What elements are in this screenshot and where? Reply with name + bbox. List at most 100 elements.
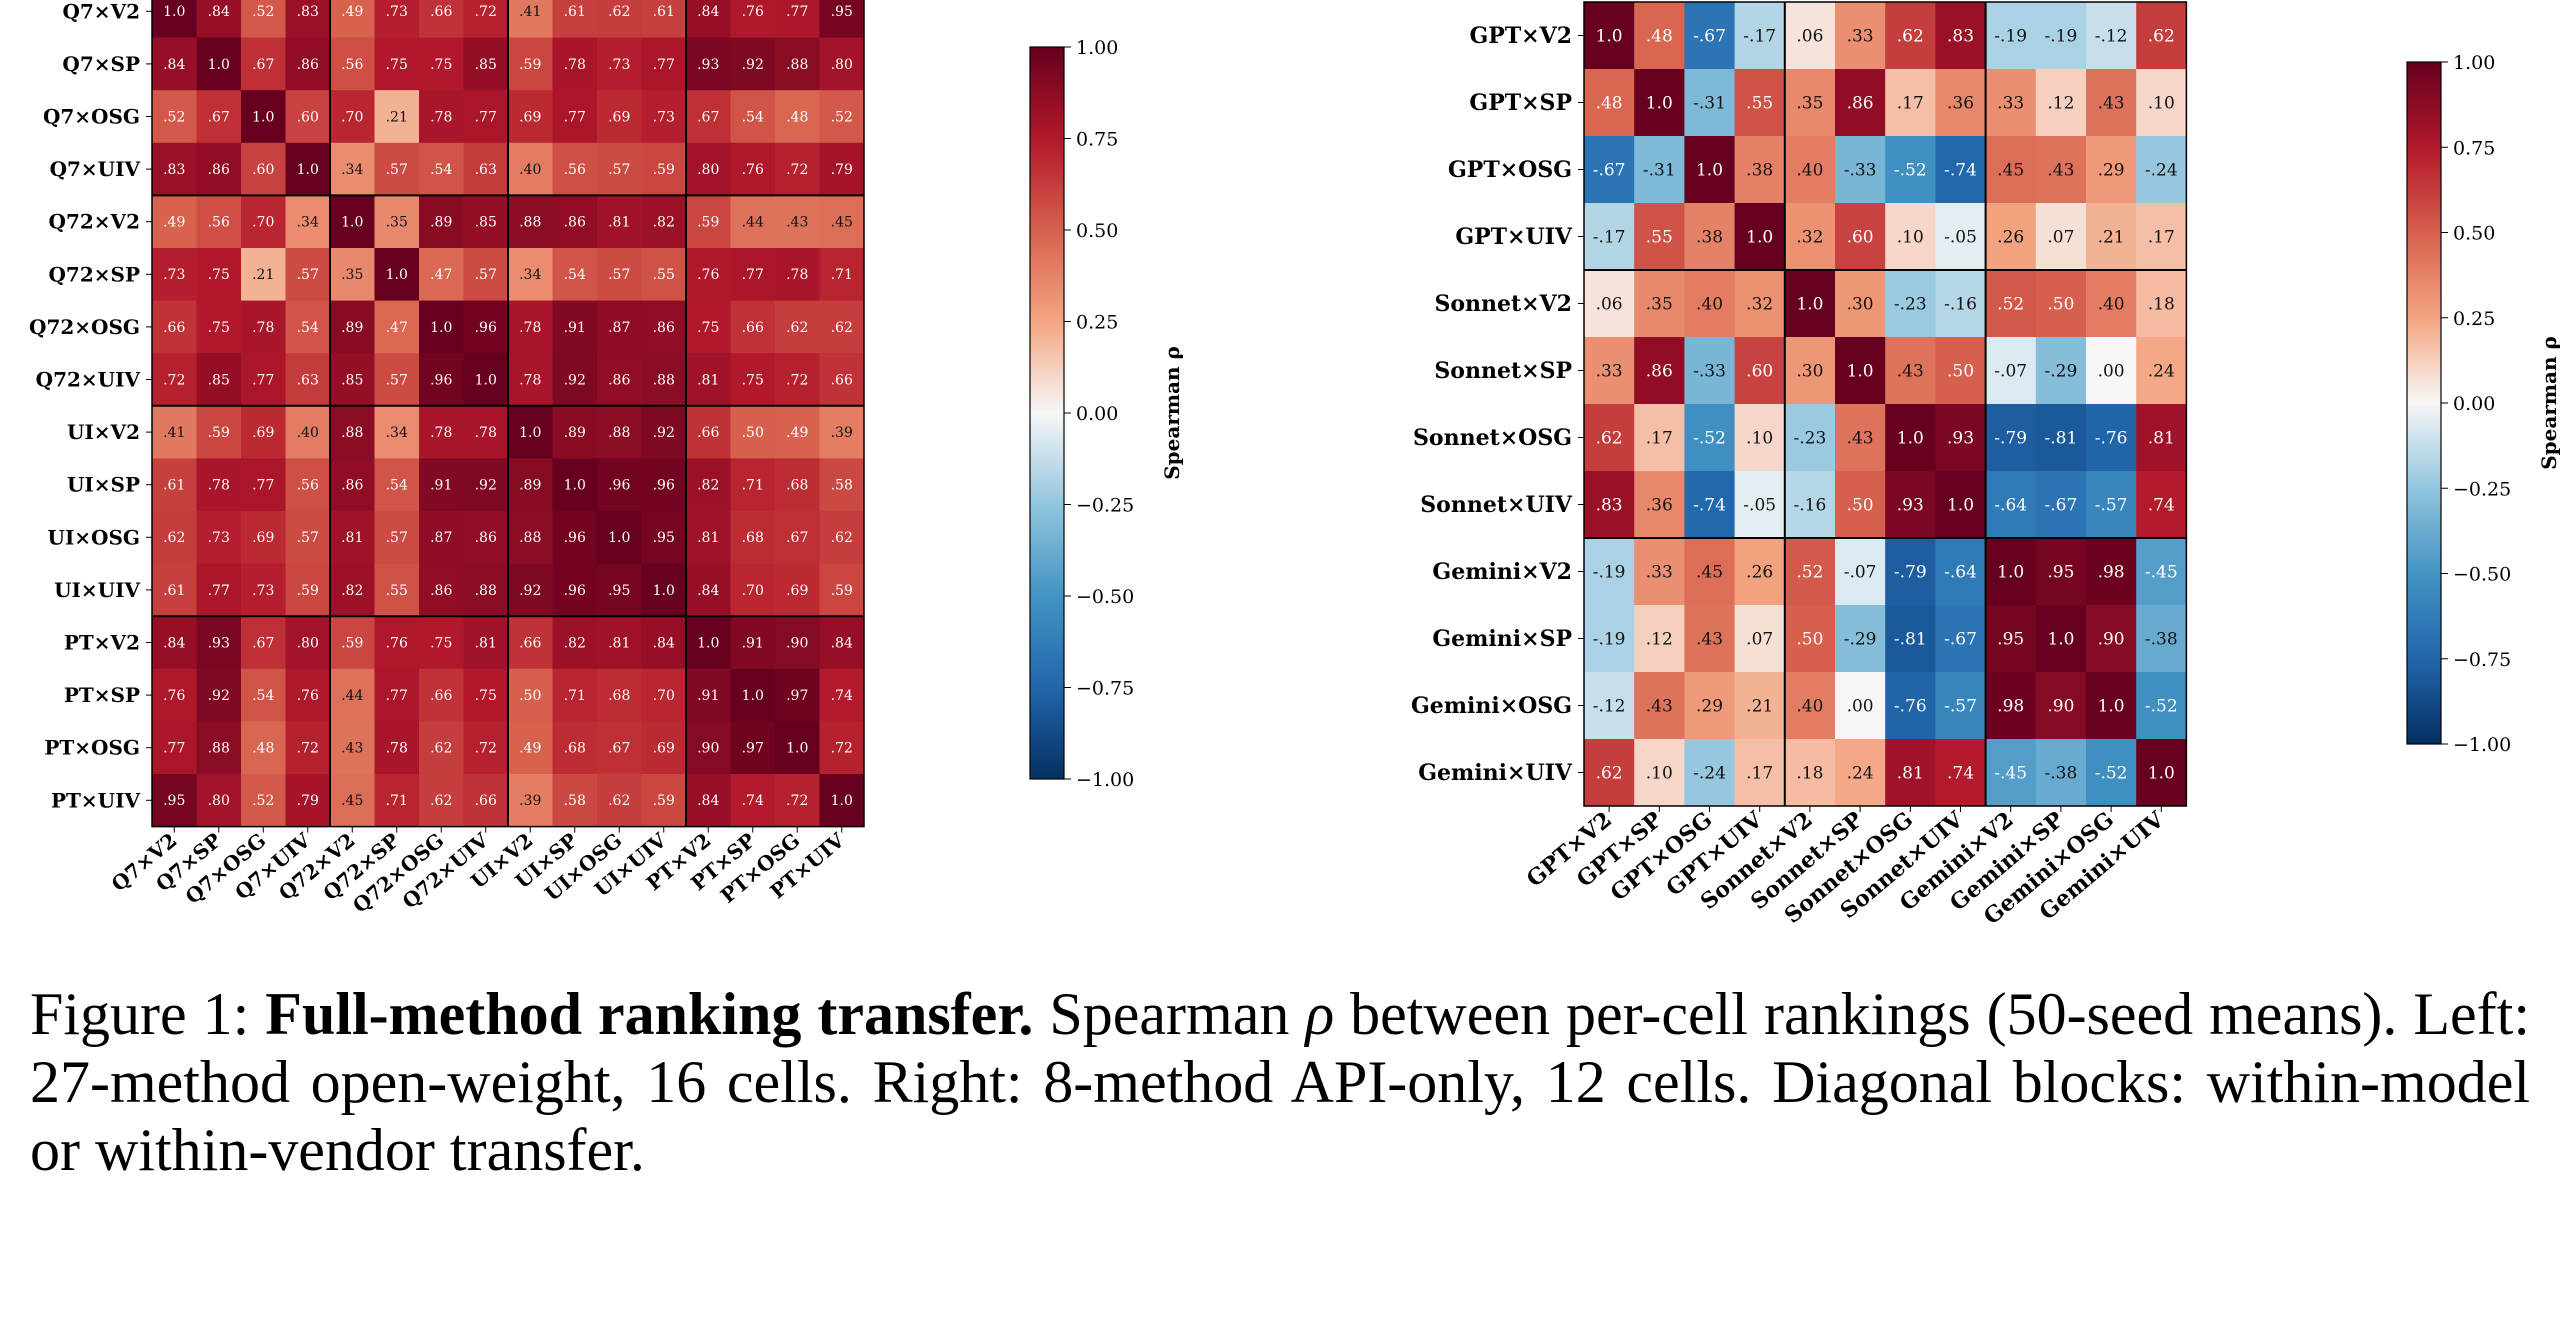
cell-value-label: .29 bbox=[1696, 696, 1723, 716]
cell-value-label: .49 bbox=[341, 4, 363, 20]
cell-value-label: -.67 bbox=[2045, 495, 2078, 515]
heatmap-cell bbox=[686, 142, 731, 196]
heatmap-cell bbox=[152, 353, 197, 407]
heatmap-cell bbox=[1634, 2, 1685, 70]
cell-value-label: .59 bbox=[208, 425, 230, 441]
heatmap-cell bbox=[597, 721, 642, 775]
cell-value-label: .82 bbox=[341, 583, 363, 599]
cell-value-label: .78 bbox=[430, 425, 452, 441]
heatmap-cell bbox=[241, 563, 286, 617]
cell-value-label: 1.0 bbox=[697, 635, 719, 651]
heatmap-cell bbox=[775, 248, 820, 302]
cell-value-label: .36 bbox=[1947, 93, 1974, 113]
heatmap-cell bbox=[419, 405, 464, 459]
cell-value-label: .86 bbox=[608, 372, 630, 388]
cell-value-label: .75 bbox=[742, 372, 764, 388]
cell-value-label: .96 bbox=[564, 583, 586, 599]
cell-value-label: .69 bbox=[653, 741, 675, 757]
cell-value-label: .57 bbox=[386, 162, 408, 178]
cell-value-label: .50 bbox=[2047, 294, 2074, 314]
heatmap-cell bbox=[552, 511, 598, 565]
heatmap-cell bbox=[1734, 672, 1786, 740]
cell-value-label: -.38 bbox=[2045, 763, 2078, 783]
cell-value-label: .69 bbox=[252, 530, 274, 546]
cell-value-label: .61 bbox=[163, 583, 185, 599]
cell-value-label: .52 bbox=[1796, 562, 1823, 582]
heatmap-cell bbox=[374, 511, 420, 565]
cell-value-label: -.57 bbox=[2095, 495, 2128, 515]
heatmap-cell bbox=[374, 668, 420, 722]
cell-value-label: .17 bbox=[1746, 763, 1773, 783]
cell-value-label: .87 bbox=[608, 320, 630, 336]
cell-value-label: 1.0 bbox=[163, 4, 185, 20]
heatmap-cell bbox=[419, 458, 464, 512]
heatmap-cell bbox=[1634, 136, 1685, 204]
heatmap-cell bbox=[775, 668, 820, 722]
cell-value-label: .72 bbox=[163, 372, 185, 388]
colorbar-tick-label: 0.25 bbox=[1076, 312, 1118, 334]
cell-value-label: .75 bbox=[208, 267, 230, 283]
cell-value-label: .55 bbox=[386, 583, 408, 599]
heatmap-border bbox=[1583, 1, 2188, 807]
heatmap-cell bbox=[1684, 471, 1736, 539]
heatmap-cell bbox=[730, 668, 776, 722]
colorbar bbox=[2406, 61, 2442, 745]
cell-value-label: .58 bbox=[831, 478, 853, 494]
heatmap-cell bbox=[730, 0, 776, 39]
heatmap-cell bbox=[463, 37, 509, 91]
heatmap-cell bbox=[1935, 471, 1987, 539]
cell-value-label: .92 bbox=[564, 372, 586, 388]
cell-value-label: .88 bbox=[653, 372, 675, 388]
cell-value-label: .86 bbox=[564, 215, 586, 231]
heatmap-cell bbox=[374, 90, 420, 144]
cell-value-label: .40 bbox=[1796, 160, 1823, 180]
cell-value-label: -.52 bbox=[1693, 428, 1726, 448]
cell-value-label: .61 bbox=[564, 4, 586, 20]
heatmap-cell bbox=[419, 511, 464, 565]
cell-value-label: .12 bbox=[2047, 93, 2074, 113]
heatmap-cell bbox=[1935, 69, 1987, 137]
cell-value-label: .89 bbox=[564, 425, 586, 441]
heatmap-cell bbox=[597, 353, 642, 407]
cell-value-label: 1.0 bbox=[1796, 294, 1823, 314]
heatmap-cell bbox=[597, 458, 642, 512]
cell-value-label: .21 bbox=[1746, 696, 1773, 716]
cell-value-label: .82 bbox=[697, 478, 719, 494]
heatmap-cell bbox=[463, 458, 509, 512]
heatmap-cell bbox=[508, 721, 553, 775]
cell-value-label: .77 bbox=[742, 267, 764, 283]
heatmap-cell bbox=[2136, 404, 2187, 472]
cell-value-label: .80 bbox=[297, 635, 319, 651]
heatmap-cell bbox=[1684, 605, 1736, 673]
heatmap-cell bbox=[196, 0, 242, 39]
cell-value-label: .96 bbox=[430, 372, 452, 388]
heatmap-cell bbox=[241, 300, 286, 354]
heatmap-cell bbox=[819, 300, 865, 354]
cell-value-label: .68 bbox=[786, 478, 808, 494]
heatmap-cell bbox=[374, 248, 420, 302]
heatmap-cell bbox=[508, 248, 553, 302]
cell-value-label: .43 bbox=[786, 215, 808, 231]
heatmap-cell bbox=[1584, 203, 1635, 271]
cell-value-label: .77 bbox=[386, 688, 408, 704]
heatmap-cell bbox=[730, 405, 776, 459]
heatmap-left: 1.0 .84 .52 .83 .49 .73 .66 .72 .41 .61 .62 .61 .84.… bbox=[29, 0, 1184, 918]
cell-value-label: .66 bbox=[831, 372, 853, 388]
cell-value-label: .90 bbox=[786, 635, 808, 651]
heatmap-cell bbox=[152, 300, 197, 354]
heatmap-cell bbox=[2035, 672, 2087, 740]
heatmap-cell bbox=[641, 668, 687, 722]
heatmap-cell bbox=[775, 458, 820, 512]
heatmap-cell bbox=[1885, 739, 1936, 807]
heatmap-cell bbox=[330, 195, 375, 249]
cell-value-label: .95 bbox=[608, 583, 630, 599]
heatmap-cell bbox=[2136, 337, 2187, 405]
cell-value-label: .54 bbox=[297, 320, 319, 336]
cell-value-label: .80 bbox=[697, 162, 719, 178]
heatmap-cell bbox=[241, 721, 286, 775]
cell-value-label: .74 bbox=[831, 688, 853, 704]
cell-value-label: .17 bbox=[1897, 93, 1924, 113]
heatmap-cell bbox=[2086, 404, 2137, 472]
heatmap-cell bbox=[686, 353, 731, 407]
cell-value-label: .54 bbox=[564, 267, 586, 283]
